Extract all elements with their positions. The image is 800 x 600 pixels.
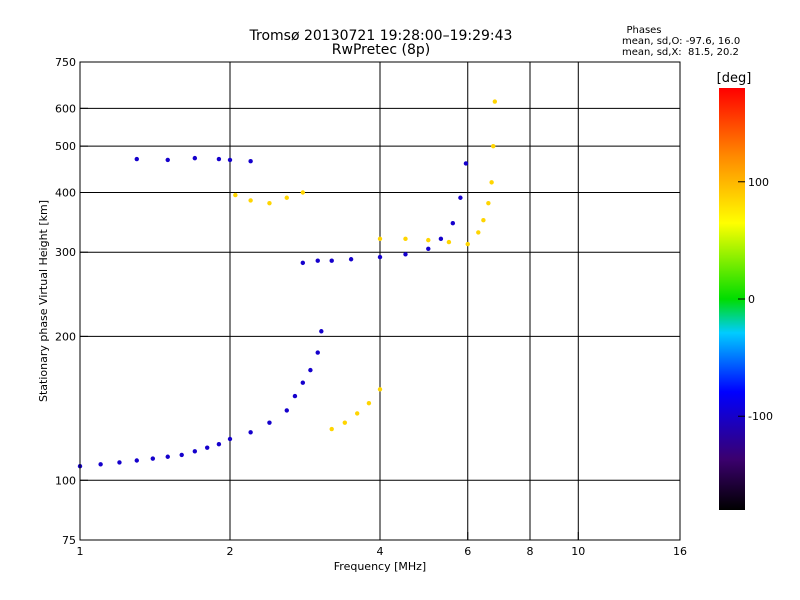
data-point [300, 260, 306, 266]
data-point [216, 441, 222, 447]
echo-trace-o [134, 155, 253, 164]
data-point [446, 239, 452, 245]
y-tick-label: 400 [55, 186, 76, 199]
data-point [492, 99, 498, 104]
data-point [233, 192, 238, 198]
y-tick-label: 600 [55, 102, 76, 115]
data-point [227, 436, 233, 442]
data-point [481, 218, 486, 223]
data-point [98, 462, 103, 467]
data-point [342, 420, 348, 425]
data-point [348, 257, 354, 262]
x-tick-label: 4 [377, 545, 384, 558]
echo-trace-o [300, 161, 469, 266]
data-point [192, 155, 198, 161]
data-point [377, 254, 383, 260]
data-point [300, 190, 306, 195]
data-point [227, 157, 233, 163]
data-point [315, 258, 320, 263]
data-point [463, 161, 469, 166]
x-tick-label: 6 [464, 545, 471, 558]
data-point [329, 426, 334, 432]
data-point [248, 159, 253, 164]
data-point [486, 200, 491, 206]
x-tick-label: 2 [227, 545, 234, 558]
phase-box-line-o: mean, sd,O: -97.6, 16.0 [622, 36, 740, 47]
data-point [150, 456, 156, 461]
y-tick-label: 75 [62, 534, 76, 547]
echo-trace-o [77, 329, 324, 469]
data-point [403, 236, 408, 242]
colorbar-ticks: -100 0 100 [738, 176, 773, 423]
data-point [134, 458, 139, 463]
data-point [354, 411, 360, 416]
data-point [315, 350, 320, 355]
data-point [117, 460, 122, 465]
phase-box-header: Phases [626, 25, 661, 36]
echo-trace-x [476, 99, 498, 235]
data-point [165, 454, 170, 459]
data-point [267, 420, 272, 425]
echo-trace-x [233, 190, 306, 206]
x-tick-label: 10 [571, 545, 585, 558]
echo-trace-x [329, 387, 383, 432]
data-point [491, 143, 496, 149]
y-axis-ticks: 75 100 200 300 400 500 600 750 [55, 56, 88, 547]
data-point [216, 156, 222, 162]
data-point [267, 200, 272, 206]
data-point [377, 236, 383, 242]
x-axis-ticks: 1 2 4 6 8 10 16 [77, 532, 687, 558]
data-point [366, 400, 372, 406]
colorbar-label: [deg] [717, 71, 752, 86]
echo-trace-x [377, 236, 470, 247]
data-point [165, 157, 170, 163]
data-point [284, 408, 289, 413]
data-point [458, 195, 463, 200]
x-tick-label: 16 [673, 545, 687, 558]
data-point [465, 241, 470, 247]
colorbar-tick-label: 0 [748, 293, 755, 306]
y-tick-label: 300 [55, 246, 76, 259]
plot-area [77, 62, 680, 540]
data-point [284, 195, 289, 200]
data-point [300, 380, 306, 385]
data-point [426, 237, 431, 243]
data-point [377, 387, 383, 392]
y-tick-label: 750 [55, 56, 76, 69]
data-point [329, 258, 334, 263]
data-point [438, 236, 444, 242]
data-point [450, 221, 456, 226]
data-point [179, 452, 184, 458]
x-tick-label: 8 [527, 545, 534, 558]
data-point [308, 367, 313, 373]
data-point [403, 252, 408, 257]
data-point [204, 445, 210, 450]
y-tick-label: 200 [55, 330, 76, 343]
x-tick-label: 1 [77, 545, 84, 558]
data-point [426, 246, 431, 251]
data-point [192, 449, 198, 454]
y-tick-label: 500 [55, 140, 76, 153]
x-axis-label: Frequency [MHz] [334, 560, 426, 573]
data-point [248, 198, 253, 203]
chart-subtitle: RwPretec (8p) [332, 42, 430, 58]
data-point [319, 329, 324, 334]
y-axis-label: Stationary phase Virtual Height [km] [37, 200, 50, 402]
y-tick-label: 100 [55, 474, 76, 487]
colorbar-tick-label: 100 [748, 176, 769, 189]
chart-title: Tromsø 20130721 19:28:00–19:29:43 [249, 28, 513, 44]
data-point [292, 393, 298, 399]
data-point [134, 156, 139, 162]
data-point [489, 180, 494, 185]
data-point [476, 230, 481, 235]
data-point [248, 430, 253, 435]
colorbar-tick-label: -100 [748, 410, 773, 423]
phase-box-line-x: mean, sd,X: 81.5, 20.2 [622, 47, 739, 58]
